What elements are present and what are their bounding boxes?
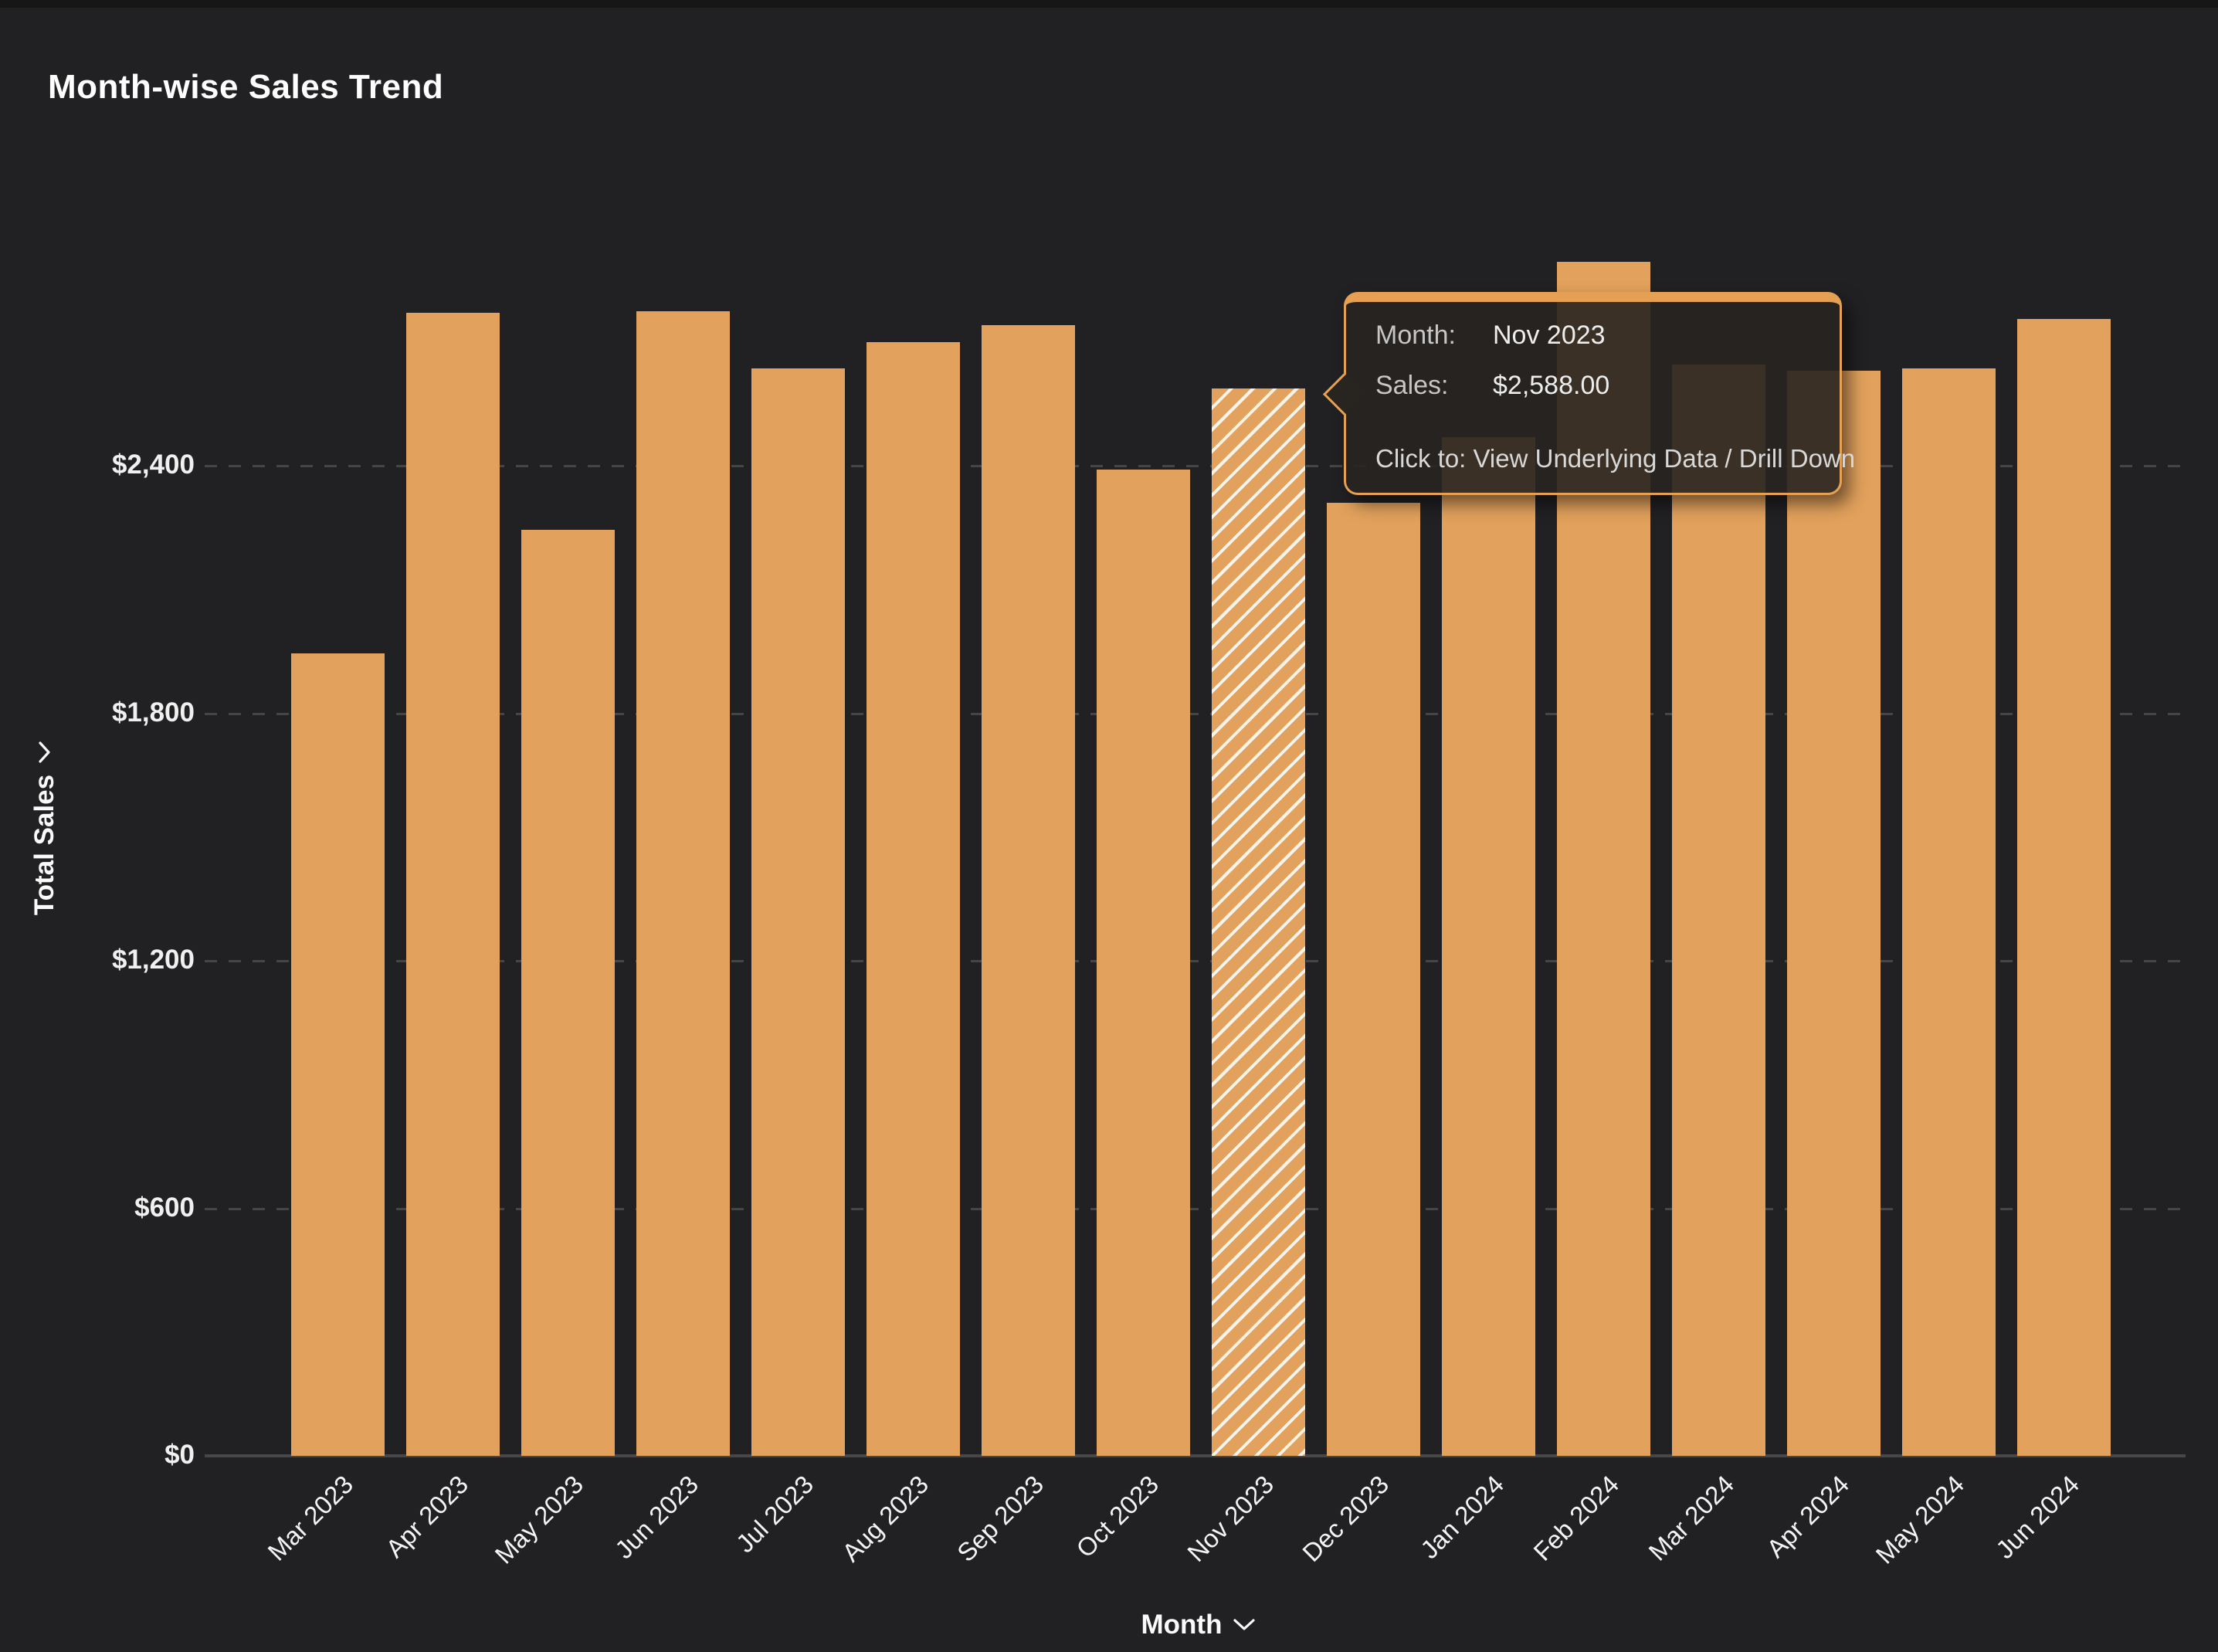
tooltip-month-value: Nov 2023 (1493, 321, 1606, 350)
chart-title: Month-wise Sales Trend (48, 68, 444, 106)
x-axis-title-label: Month (1141, 1610, 1223, 1640)
y-tick-label: $1,800 (111, 697, 195, 728)
bar-may-2023[interactable] (521, 530, 615, 1456)
bar-jan-2024[interactable] (1442, 437, 1535, 1456)
bar-sep-2023[interactable] (982, 325, 1075, 1456)
bar-apr-2024[interactable] (1787, 371, 1881, 1456)
bar-oct-2023[interactable] (1097, 470, 1190, 1456)
bar-jun-2023[interactable] (636, 311, 730, 1456)
bar-apr-2023[interactable] (406, 313, 500, 1456)
tooltip-sales-label: Sales: (1375, 371, 1449, 400)
gridline (205, 465, 2186, 467)
tooltip-arrow-icon (1322, 372, 1366, 416)
y-axis-title[interactable]: Total Sales (28, 712, 62, 944)
gridline (205, 960, 2186, 962)
bar-aug-2023[interactable] (867, 342, 960, 1456)
bar-dec-2023[interactable] (1327, 503, 1420, 1456)
bar-jun-2024[interactable] (2017, 319, 2111, 1456)
tooltip-sales-value: $2,588.00 (1493, 371, 1610, 400)
bar-mar-2024[interactable] (1672, 365, 1765, 1456)
gridline (205, 712, 2186, 715)
tooltip: Month: Nov 2023 Sales: $2,588.00 Click t… (1322, 292, 1856, 495)
bar-mar-2023[interactable] (291, 653, 385, 1456)
top-strip (0, 0, 2218, 8)
tooltip-sales-row: Sales: $2,588.00 (1375, 371, 1812, 401)
x-axis-title[interactable]: Month (1083, 1608, 1314, 1642)
bar-may-2024[interactable] (1902, 368, 1996, 1456)
bar-nov-2023[interactable] (1212, 388, 1305, 1456)
tooltip-month-row: Month: Nov 2023 (1375, 321, 1812, 351)
y-tick-label: $1,200 (111, 945, 195, 975)
y-axis-title-label: Total Sales (29, 774, 59, 916)
y-tick-label: $2,400 (111, 449, 195, 480)
tooltip-action-hint: Click to: View Underlying Data / Drill D… (1375, 444, 1856, 473)
x-tick-label: Jun 2024 (1989, 1470, 2084, 1565)
x-axis-line (205, 1454, 2186, 1457)
gridline (205, 1207, 2186, 1210)
bar-jul-2023[interactable] (751, 368, 845, 1456)
y-tick-label: $0 (164, 1440, 195, 1470)
tooltip-month-label: Month: (1375, 321, 1456, 350)
chevron-down-icon (39, 741, 50, 763)
y-tick-label: $600 (134, 1192, 195, 1223)
chevron-down-icon (1233, 1619, 1256, 1630)
